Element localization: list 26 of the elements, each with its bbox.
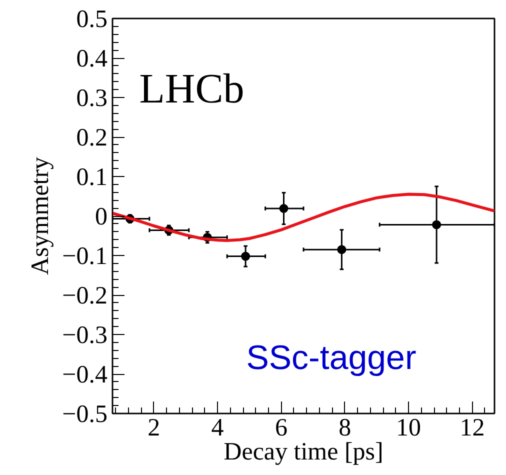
x-tick-label: 12 [460,414,485,442]
point [337,245,346,254]
y-tick-label: 0.1 [76,164,108,191]
y-tick-label: −0.5 [62,401,108,428]
y-tick-label: 0.2 [76,124,108,152]
point [241,252,250,261]
y-tick-label: 0.4 [76,46,108,72]
x-tick-label: 4 [211,414,224,442]
point [432,220,442,230]
y-tick-label: −0.4 [62,362,108,388]
x-tick-label: 8 [338,414,352,442]
x-tick-label: 6 [274,414,288,442]
y-tick-label: −0.3 [62,322,108,349]
annotation: LHCb [139,66,244,113]
y-tick-label: −0.1 [62,243,108,270]
x-tick-label: 2 [148,414,160,442]
line-series [112,192,494,242]
y-tick-label: −0.2 [62,282,108,310]
annotation: SSc-tagger [246,339,416,378]
point [279,204,288,213]
x-tick-label: 10 [396,414,422,442]
y-tick-label: 0 [95,204,108,230]
y-axis-title: Asymmetry [27,156,54,276]
y-tick-label: 0.5 [76,6,108,33]
x-axis-title: Decay time [ps] [224,438,384,466]
y-tick-label: 0.3 [76,85,108,112]
